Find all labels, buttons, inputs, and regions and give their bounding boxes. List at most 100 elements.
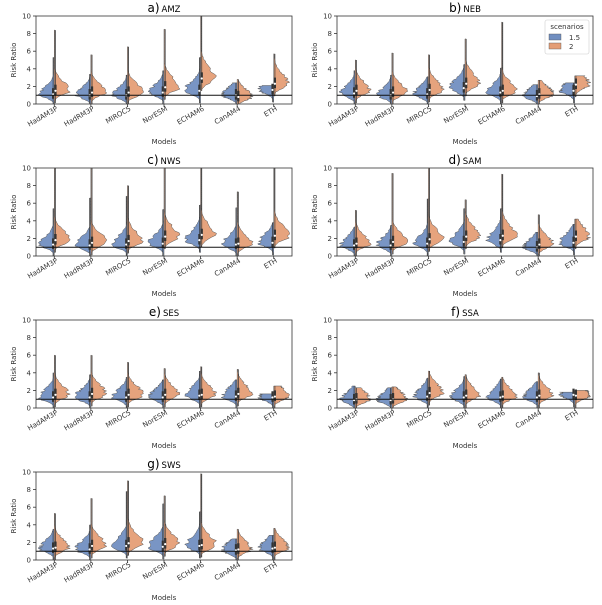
y-tick-label: 10 bbox=[22, 13, 31, 21]
x-axis-label: Models bbox=[453, 290, 478, 298]
violin-2-HadAM3P bbox=[355, 59, 372, 104]
violin-2-HadAM3P bbox=[54, 513, 72, 561]
y-tick-label: 4 bbox=[328, 65, 333, 73]
median-point bbox=[161, 242, 164, 245]
y-tick-label: 6 bbox=[27, 200, 32, 208]
panel-title-letter: c) bbox=[147, 153, 158, 167]
x-tick-label: NorESM bbox=[442, 105, 470, 126]
x-tick-label: HadAM3P bbox=[327, 409, 360, 433]
violin-2-NorESM bbox=[163, 28, 181, 100]
violin-2-NorESM bbox=[163, 368, 181, 408]
median-point bbox=[428, 391, 431, 395]
violin-1.5-NorESM bbox=[147, 379, 165, 409]
y-tick-label: 6 bbox=[27, 504, 32, 512]
y-tick-label: 6 bbox=[27, 48, 32, 56]
violin-1.5-NorESM bbox=[147, 209, 165, 257]
median-point bbox=[200, 393, 203, 396]
x-tick-label: NorESM bbox=[141, 561, 169, 582]
median-point bbox=[352, 92, 356, 95]
x-tick-label: NorESM bbox=[442, 257, 470, 278]
violin-1.5-NorESM bbox=[147, 503, 165, 560]
panel-title-region: SSA bbox=[462, 309, 479, 319]
x-tick-label: HadAM3P bbox=[26, 561, 59, 585]
median-point bbox=[501, 234, 504, 237]
x-tick-label: NorESM bbox=[141, 409, 169, 430]
median-point bbox=[90, 544, 94, 548]
median-point bbox=[164, 86, 167, 89]
x-tick-label: ETH bbox=[564, 409, 580, 423]
y-tick-label: 0 bbox=[27, 557, 31, 565]
median-point bbox=[271, 88, 274, 92]
x-tick-label: HadRM3P bbox=[63, 105, 96, 129]
violin-2-ECHAM6 bbox=[501, 21, 518, 104]
panel-title-letter: b) bbox=[449, 1, 461, 15]
median-point bbox=[462, 87, 465, 90]
x-tick-label: ETH bbox=[564, 105, 580, 119]
violin-2-HadRM3P bbox=[391, 173, 409, 255]
median-point bbox=[391, 240, 395, 244]
median-point bbox=[499, 91, 502, 94]
x-tick-label: ETH bbox=[263, 409, 279, 423]
median-point bbox=[535, 396, 539, 399]
violin-1.5-ECHAM6 bbox=[485, 378, 502, 409]
panel-title: g) SWS bbox=[147, 457, 181, 471]
violin-1.5-HadRM3P bbox=[375, 387, 393, 409]
violin-1.5-HadAM3P bbox=[37, 57, 55, 105]
violin-1.5-MIROC5 bbox=[111, 491, 128, 559]
y-tick-label: 2 bbox=[328, 235, 332, 243]
y-tick-label: 4 bbox=[328, 217, 333, 225]
violin-1.5-HadAM3P bbox=[339, 70, 356, 105]
median-point bbox=[465, 82, 468, 85]
violin-1.5-CanAM4 bbox=[521, 381, 539, 409]
y-axis-label: Risk Ratio bbox=[10, 499, 18, 534]
violin-1.5-ETH bbox=[257, 393, 274, 409]
y-tick-label: 2 bbox=[27, 83, 31, 91]
median-point bbox=[499, 239, 502, 242]
x-tick-label: HadAM3P bbox=[26, 409, 59, 433]
legend-swatch bbox=[548, 42, 562, 50]
violin-2-NorESM bbox=[163, 167, 181, 250]
median-point bbox=[428, 238, 431, 241]
median-point bbox=[465, 394, 468, 397]
x-axis-label: Models bbox=[453, 442, 478, 450]
legend-entry: 2 bbox=[569, 43, 573, 51]
violin-2-MIROC5 bbox=[428, 167, 445, 252]
violin-2-MIROC5 bbox=[127, 185, 144, 254]
y-tick-label: 8 bbox=[27, 334, 31, 342]
median-point bbox=[501, 89, 504, 92]
panel-title: f) SSA bbox=[451, 305, 479, 319]
violin-2-NorESM bbox=[464, 199, 482, 250]
x-tick-label: HadRM3P bbox=[63, 409, 96, 433]
violin-2-HadAM3P bbox=[355, 209, 372, 257]
y-tick-label: 2 bbox=[328, 387, 332, 395]
violin-2-ETH bbox=[273, 167, 290, 249]
y-tick-label: 8 bbox=[27, 182, 31, 190]
legend: scenarios 1.52 bbox=[544, 19, 590, 55]
median-point bbox=[462, 240, 465, 244]
violin-2-MIROC5 bbox=[428, 370, 445, 406]
median-point bbox=[572, 89, 575, 92]
median-point bbox=[198, 394, 201, 397]
x-tick-label: MIROC5 bbox=[104, 257, 132, 278]
violin-1.5-HadAM3P bbox=[338, 226, 356, 257]
x-axis-label: Models bbox=[152, 290, 177, 298]
panel-neb: b) NEB 0 2 4 6 8 10 Risk Ratio HadAM3P HadRM3P MIRO… bbox=[311, 1, 594, 146]
median-point bbox=[164, 543, 167, 546]
violin-1.5-HadAM3P bbox=[37, 208, 55, 257]
x-tick-label: ETH bbox=[263, 105, 279, 119]
violin-2-ETH bbox=[574, 218, 591, 250]
x-tick-label: ECHAM6 bbox=[176, 105, 206, 127]
y-tick-label: 0 bbox=[27, 101, 31, 109]
violin-1.5-CanAM4 bbox=[521, 231, 539, 257]
median-point bbox=[462, 396, 465, 399]
violin-1.5-CanAM4 bbox=[220, 379, 238, 409]
violin-1.5-HadAM3P bbox=[38, 528, 55, 561]
x-tick-label: MIROC5 bbox=[104, 409, 132, 430]
x-tick-label: ECHAM6 bbox=[176, 257, 206, 279]
median-point bbox=[127, 393, 130, 396]
median-point bbox=[161, 545, 164, 548]
y-tick-label: 0 bbox=[27, 405, 31, 413]
median-point bbox=[51, 396, 55, 399]
violin-2-CanAM4 bbox=[537, 214, 555, 257]
violin-1.5-CanAM4 bbox=[221, 538, 238, 561]
